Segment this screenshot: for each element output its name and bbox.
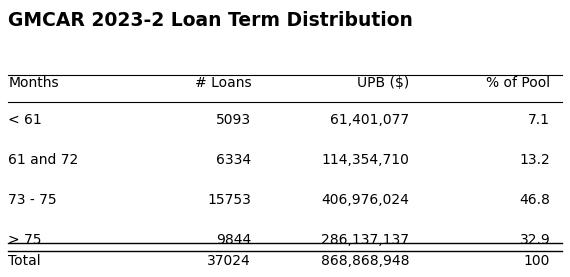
Text: 32.9: 32.9: [519, 233, 550, 247]
Text: 15753: 15753: [207, 193, 251, 207]
Text: 406,976,024: 406,976,024: [321, 193, 409, 207]
Text: GMCAR 2023-2 Loan Term Distribution: GMCAR 2023-2 Loan Term Distribution: [9, 11, 413, 30]
Text: 868,868,948: 868,868,948: [321, 254, 409, 268]
Text: 114,354,710: 114,354,710: [321, 153, 409, 167]
Text: 286,137,137: 286,137,137: [321, 233, 409, 247]
Text: Total: Total: [9, 254, 41, 268]
Text: 61 and 72: 61 and 72: [9, 153, 79, 167]
Text: 13.2: 13.2: [519, 153, 550, 167]
Text: 73 - 75: 73 - 75: [9, 193, 57, 207]
Text: 9844: 9844: [216, 233, 251, 247]
Text: 46.8: 46.8: [519, 193, 550, 207]
Text: < 61: < 61: [9, 113, 42, 127]
Text: UPB ($): UPB ($): [357, 76, 409, 90]
Text: > 75: > 75: [9, 233, 42, 247]
Text: 7.1: 7.1: [528, 113, 550, 127]
Text: Months: Months: [9, 76, 59, 90]
Text: 61,401,077: 61,401,077: [330, 113, 409, 127]
Text: # Loans: # Loans: [194, 76, 251, 90]
Text: 5093: 5093: [216, 113, 251, 127]
Text: 6334: 6334: [216, 153, 251, 167]
Text: 37024: 37024: [207, 254, 251, 268]
Text: 100: 100: [524, 254, 550, 268]
Text: % of Pool: % of Pool: [486, 76, 550, 90]
